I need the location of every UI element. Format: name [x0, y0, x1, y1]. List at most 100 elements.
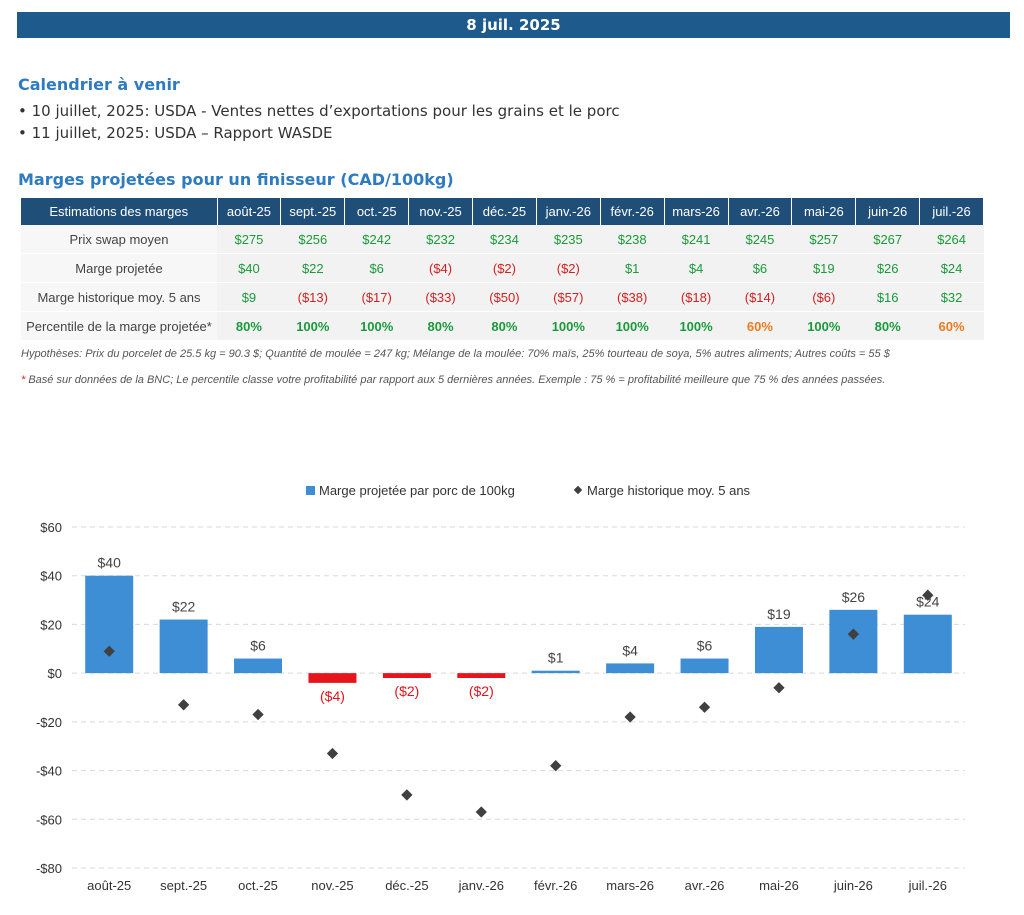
- y-tick-label: -$20: [36, 715, 62, 730]
- x-tick-label: févr.-26: [534, 878, 577, 893]
- bar: [457, 673, 506, 679]
- x-tick-label: nov.-25: [311, 878, 353, 893]
- table-cell: $22: [280, 253, 345, 283]
- bar: [382, 673, 431, 679]
- table-cell: $242: [344, 225, 409, 254]
- table-cell: $6: [728, 253, 792, 283]
- table-cell: $264: [919, 225, 984, 254]
- table-cell: $19: [791, 253, 856, 283]
- x-tick-label: juin-26: [833, 878, 873, 893]
- table-cell: ($13): [280, 282, 345, 312]
- bar: [85, 575, 134, 674]
- table-cell: ($38): [600, 282, 665, 312]
- legend-marker-label: Marge historique moy. 5 ans: [587, 483, 751, 498]
- table-cell: 60%: [728, 311, 792, 341]
- table-cell: 100%: [600, 311, 665, 341]
- footnote: * Basé sur données de la BNC; Le percent…: [21, 374, 885, 386]
- historic-marker: [773, 682, 785, 694]
- row-label: Percentile de la marge projetée*: [21, 311, 217, 341]
- margins-title: Marges projetées pour un finisseur (CAD/…: [18, 170, 454, 189]
- bar: [829, 609, 878, 674]
- table-cell: 60%: [919, 311, 984, 341]
- assumptions-note: Hypothèses: Prix du porcelet de 25.5 kg …: [21, 348, 890, 360]
- table-cell: ($17): [344, 282, 409, 312]
- historic-marker: [326, 747, 339, 760]
- bar-data-label: $6: [250, 638, 266, 654]
- y-tick-label: $40: [40, 569, 62, 584]
- bar: [308, 673, 357, 683]
- table-header-month: août-25: [217, 198, 282, 225]
- margins-table: Estimations des marges août-25 sept.-25 oct…: [21, 198, 984, 341]
- table-cell: 80%: [472, 311, 537, 341]
- x-tick-label: juil.-26: [908, 878, 947, 893]
- table-header-month: oct.-25: [344, 198, 410, 225]
- table-header-month: nov.-25: [408, 198, 473, 225]
- table-cell: ($50): [472, 282, 537, 312]
- table-cell: 80%: [217, 311, 281, 341]
- x-tick-label: oct.-25: [238, 878, 278, 893]
- x-tick-label: sept.-25: [160, 878, 207, 893]
- table-cell: $24: [919, 253, 984, 283]
- table-cell: ($18): [664, 282, 728, 312]
- historic-marker: [698, 701, 711, 713]
- report-date: 8 juil. 2025: [466, 16, 561, 34]
- x-tick-label: avr.-26: [685, 878, 725, 893]
- bar-data-label: $22: [172, 599, 196, 615]
- bar-data-label: $4: [622, 642, 638, 658]
- legend-bar-swatch: [306, 486, 315, 495]
- historic-marker: [475, 806, 487, 818]
- calendar-item: • 10 juillet, 2025: USDA - Ventes nettes…: [18, 102, 620, 120]
- table-cell: ($2): [536, 253, 601, 283]
- table-cell: $256: [280, 225, 345, 254]
- x-tick-label: janv.-26: [458, 878, 504, 893]
- table-cell: $232: [408, 225, 473, 254]
- table-cell: 80%: [408, 311, 473, 341]
- margin-chart: $60 $40 $20 $0 -$20 -$40 -$60 -$80 Marge projeté…: [36, 483, 965, 893]
- y-tick-label: -$40: [36, 764, 62, 779]
- table-header-month: sept.-25: [280, 198, 346, 225]
- table-cell: $26: [855, 253, 920, 283]
- table-row: Prix swap moyen $275 $256 $242 $232 $234 $235 $…: [21, 225, 984, 254]
- x-tick-label: déc.-25: [385, 878, 428, 893]
- table-cell: $267: [855, 225, 920, 254]
- bar-data-label: $26: [842, 589, 866, 605]
- bar-data-label: ($4): [320, 688, 345, 704]
- table-cell: $275: [217, 225, 281, 254]
- table-cell: $257: [791, 225, 856, 254]
- bar: [680, 658, 729, 674]
- row-label: Marge historique moy. 5 ans: [21, 282, 217, 312]
- table-cell: $234: [472, 225, 537, 254]
- bar: [903, 614, 952, 674]
- historic-marker: [401, 789, 413, 801]
- table-header-month: févr.-26: [600, 198, 665, 225]
- x-tick-label: mars-26: [606, 878, 654, 893]
- bar-data-label: ($2): [469, 683, 494, 699]
- table-cell: ($33): [408, 282, 473, 312]
- table-row: Marge historique moy. 5 ans $9 ($13) ($17)(…: [21, 282, 984, 312]
- table-cell: $32: [919, 282, 984, 312]
- legend-marker-swatch: [573, 485, 583, 495]
- calendar-list: • 10 juillet, 2025: USDA - Ventes nettes…: [18, 100, 620, 144]
- table-header-month: mars-26: [664, 198, 729, 225]
- bar-data-label: $24: [916, 594, 940, 610]
- table-cell: $1: [600, 253, 665, 283]
- table-cell: $241: [664, 225, 728, 254]
- x-tick-label: mai-26: [759, 878, 799, 893]
- bar-data-label: $19: [767, 606, 791, 622]
- table-cell: $245: [728, 225, 792, 254]
- table-cell: 100%: [791, 311, 856, 341]
- table-header-month: déc.-25: [472, 198, 537, 225]
- legend-bar-label: Marge projetée par porc de 100kg: [319, 483, 515, 498]
- bar: [754, 626, 803, 674]
- table-row: Percentile de la marge projetée* 80% 100% 1…: [21, 311, 984, 341]
- table-cell: $9: [217, 282, 281, 312]
- bar-data-label: ($2): [394, 683, 419, 699]
- date-banner: 8 juil. 2025: [17, 12, 1010, 38]
- bar-data-label: $40: [98, 555, 122, 571]
- table-cell: 100%: [344, 311, 409, 341]
- historic-marker: [624, 711, 636, 723]
- y-tick-label: $0: [48, 666, 62, 681]
- x-tick-label: août-25: [87, 878, 131, 893]
- table-header-month: janv.-26: [536, 198, 601, 225]
- calendar-item: • 11 juillet, 2025: USDA – Rapport WASDE: [18, 124, 333, 142]
